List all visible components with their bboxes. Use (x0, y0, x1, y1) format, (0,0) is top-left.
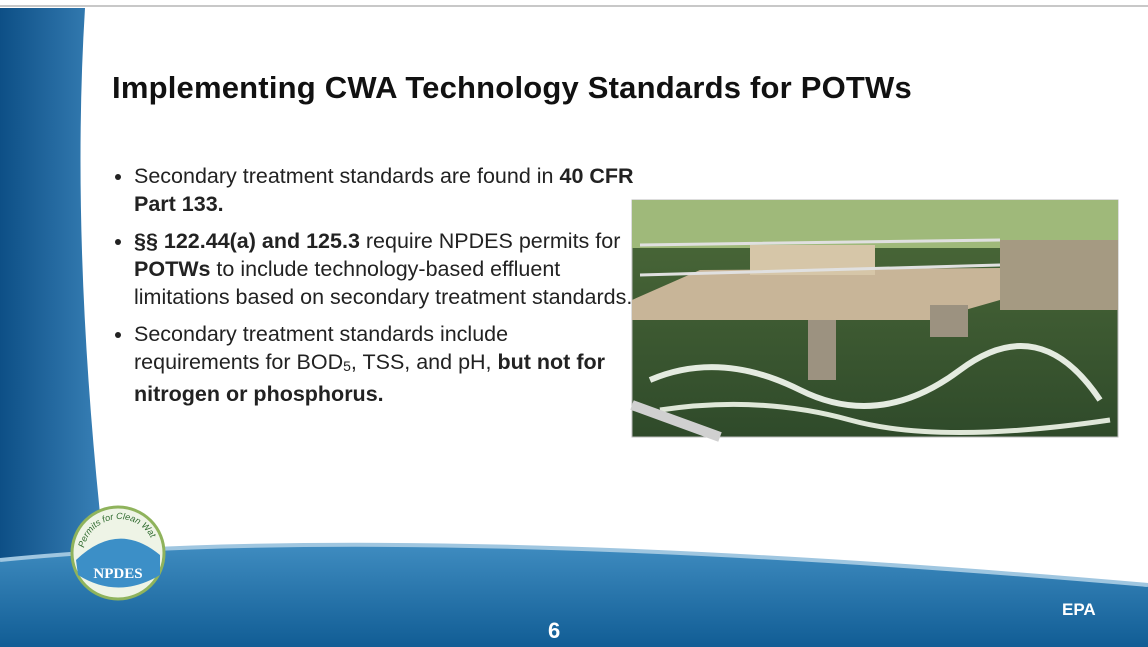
slide: Implementing CWA Technology Standards fo… (0, 0, 1148, 647)
logo-arc-text: Permits for Clean Water (0, 0, 158, 549)
page-number: 6 (548, 618, 560, 644)
page: Implementing CWA Technology Standards fo… (0, 0, 1148, 647)
logo: Permits for Clean Water NPDES (0, 0, 1148, 647)
logo-arc-text-path: Permits for Clean Water (0, 0, 158, 549)
agency-logo: EPA (1062, 600, 1096, 620)
logo-name: NPDES (93, 566, 142, 582)
